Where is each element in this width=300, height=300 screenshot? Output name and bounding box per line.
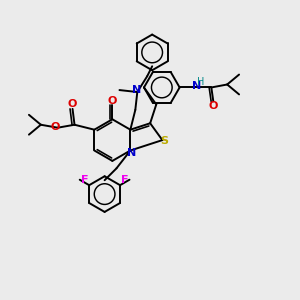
Text: F: F: [81, 175, 88, 185]
Text: O: O: [50, 122, 59, 132]
Text: N: N: [132, 85, 141, 95]
Text: F: F: [121, 175, 128, 185]
Text: N: N: [127, 148, 136, 158]
Text: O: O: [68, 99, 77, 109]
Text: N: N: [192, 82, 201, 92]
Text: H: H: [197, 76, 204, 86]
Text: O: O: [108, 97, 117, 106]
Text: O: O: [208, 101, 218, 111]
Text: S: S: [160, 136, 168, 146]
